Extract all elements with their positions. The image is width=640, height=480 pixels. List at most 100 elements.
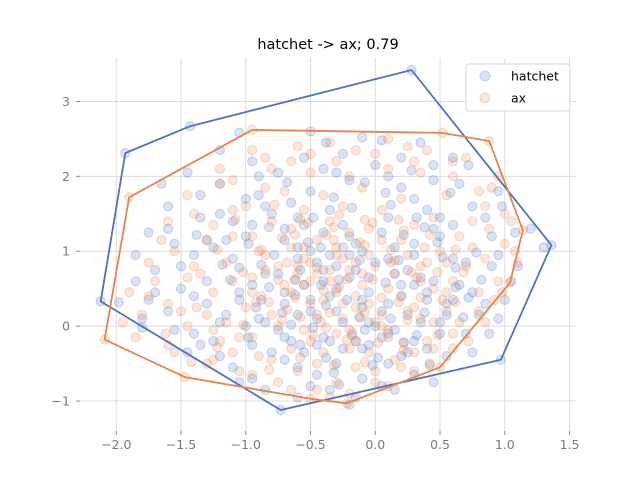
data-point (247, 279, 258, 290)
data-point (169, 238, 180, 249)
data-point (253, 171, 264, 182)
data-point (367, 274, 378, 285)
data-point (276, 315, 288, 326)
data-point (298, 242, 310, 253)
data-point (315, 279, 326, 290)
data-point (434, 317, 446, 328)
data-point (484, 223, 495, 234)
data-point (383, 212, 394, 223)
data-point (273, 321, 284, 332)
y-tick-label: 2 (62, 169, 70, 184)
data-point (201, 298, 212, 309)
data-point (383, 171, 394, 182)
data-point (428, 175, 439, 186)
data-point (350, 264, 361, 276)
data-point (298, 253, 310, 264)
data-point (214, 208, 225, 219)
data-point (169, 324, 180, 335)
data-point (279, 298, 290, 309)
data-point (289, 292, 301, 303)
data-point (385, 244, 396, 255)
data-point (240, 321, 251, 332)
data-point (471, 247, 482, 258)
legend-label-hatchet: hatchet (511, 69, 559, 84)
data-point (363, 347, 374, 358)
data-point (363, 339, 374, 350)
data-point (411, 330, 422, 341)
data-point (305, 167, 316, 178)
data-point (415, 317, 426, 328)
data-point (409, 336, 420, 347)
data-point (357, 279, 368, 290)
data-point (286, 156, 297, 167)
data-point (137, 313, 148, 324)
data-point (251, 297, 262, 308)
data-point (260, 268, 271, 279)
data-point (450, 244, 461, 255)
data-point (409, 193, 420, 204)
data-point (324, 204, 335, 216)
data-point (295, 312, 306, 323)
data-point (398, 337, 409, 348)
data-point (538, 242, 549, 253)
data-point (402, 306, 413, 317)
data-point (286, 319, 297, 330)
data-point (344, 324, 355, 335)
data-point (266, 354, 277, 365)
data-point (273, 167, 284, 178)
data-point (409, 347, 420, 358)
data-point (260, 182, 271, 193)
data-point (493, 276, 504, 287)
data-point (370, 261, 381, 272)
data-point (473, 306, 484, 317)
data-point (308, 212, 319, 223)
data-point (292, 261, 303, 272)
data-point (458, 312, 469, 323)
data-point (182, 272, 193, 283)
data-point (175, 261, 187, 272)
data-point (383, 328, 394, 339)
data-point (247, 156, 258, 167)
data-point (318, 285, 329, 296)
data-point (385, 199, 396, 210)
data-point (260, 317, 271, 328)
data-point (331, 358, 342, 369)
data-point (182, 321, 193, 332)
data-point (311, 358, 323, 369)
data-point (321, 352, 332, 363)
data-point (264, 222, 275, 233)
legend-box (465, 63, 571, 112)
data-point (463, 160, 474, 171)
data-point (422, 336, 433, 347)
data-point (406, 267, 417, 278)
data-point (486, 231, 497, 242)
data-point (354, 237, 365, 248)
data-point (311, 257, 323, 268)
data-point (289, 274, 301, 285)
data-point (188, 261, 200, 272)
data-point (253, 351, 264, 362)
data-point (286, 242, 297, 253)
y-tick-label: −1 (52, 394, 70, 409)
data-point (376, 332, 387, 343)
data-point (264, 364, 275, 375)
data-point (419, 242, 430, 253)
data-point (383, 163, 394, 174)
data-point (333, 282, 345, 293)
data-point (337, 242, 348, 253)
data-point (175, 283, 187, 294)
data-point (201, 309, 212, 320)
data-point (318, 332, 329, 343)
data-point (191, 302, 202, 313)
data-point (467, 287, 478, 298)
data-point (493, 313, 504, 324)
data-point (212, 342, 223, 353)
data-point (247, 231, 258, 242)
data-point (266, 163, 277, 174)
data-point (124, 287, 135, 298)
legend-marker-ax (479, 92, 491, 104)
data-point (441, 309, 452, 320)
data-point (240, 302, 251, 313)
data-point (243, 332, 254, 343)
data-point (380, 277, 391, 288)
